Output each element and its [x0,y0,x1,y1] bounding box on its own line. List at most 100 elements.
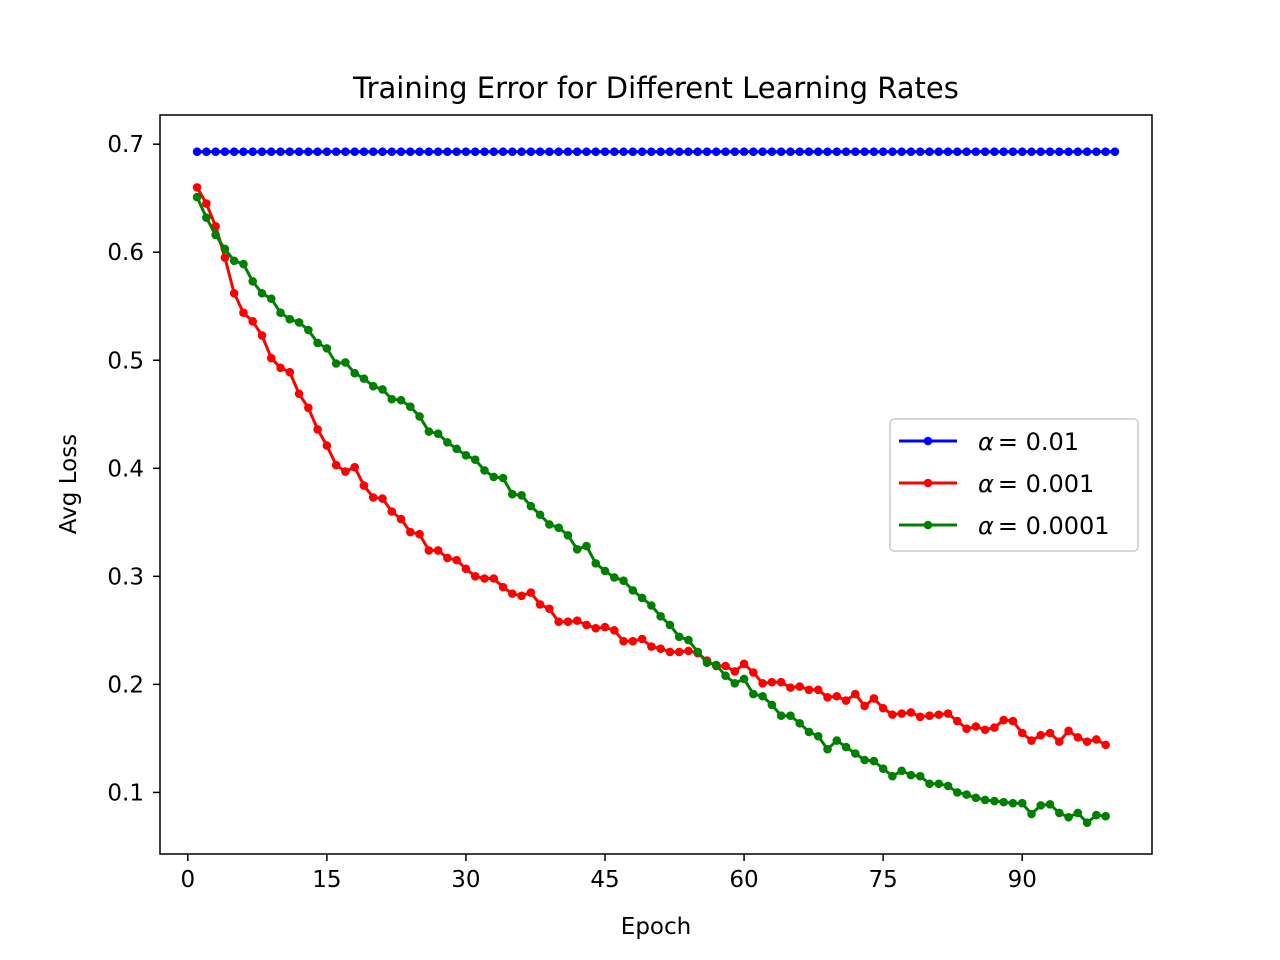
series-0-point-8 [266,147,276,157]
series-0-point-80 [934,147,944,157]
series-2-point-28 [452,444,461,454]
series-2-point-56 [711,660,721,670]
series-2-point-36 [526,501,536,511]
series-0-point-26 [433,147,443,157]
series-1-point-98 [1101,740,1110,750]
series-0-point-83 [962,147,971,157]
series-0-point-65 [795,147,804,157]
x-tick-label-4: 60 [729,867,758,893]
legend-marker-2 [923,520,933,530]
series-2-point-9 [276,308,285,318]
series-0-point-43 [591,147,601,157]
series-1-point-66 [804,685,814,695]
series-1-point-0 [192,183,202,192]
series-1-point-19 [368,493,378,502]
series-0-point-0 [192,147,202,157]
series-2-point-50 [656,612,665,621]
series-2-point-18 [359,374,369,383]
series-2-point-1 [202,213,211,222]
series-0-point-36 [526,147,536,157]
series-2-point-46 [619,576,628,585]
series-0-point-41 [572,147,582,157]
x-tick-label-5: 75 [868,867,897,893]
series-2-point-10 [285,314,295,324]
x-tick-label-3: 45 [590,867,619,893]
series-1-point-51 [665,647,675,657]
series-0-point-25 [424,147,434,157]
series-2-point-95 [1073,808,1083,818]
series-0-point-68 [823,147,832,157]
series-0-point-29 [461,147,471,157]
series-1-point-8 [266,353,276,363]
x-tick-label-2: 30 [451,867,480,893]
series-0-point-92 [1045,147,1055,157]
series-0-point-75 [888,147,897,157]
series-1-point-15 [331,460,341,470]
series-2-point-11 [294,318,304,327]
series-1-point-12 [304,403,313,413]
series-1-point-49 [647,642,656,651]
series-0-point-13 [313,147,322,157]
series-2-point-58 [730,679,740,688]
series-1-point-24 [415,529,424,539]
series-0-point-81 [943,147,953,157]
legend-marker-1 [923,478,933,488]
series-2-point-65 [795,718,804,728]
series-2-point-85 [980,795,990,805]
series-1-point-25 [424,546,434,555]
series-2-point-61 [758,691,767,701]
series-1-point-97 [1092,735,1101,744]
series-1-point-28 [452,555,461,565]
y-tick-label-4: 0.5 [107,348,144,374]
series-2-point-13 [313,338,322,348]
series-1-point-39 [554,617,563,627]
series-1-point-23 [406,527,415,537]
series-1-point-60 [749,668,758,677]
series-1-point-14 [322,441,332,450]
series-1-point-43 [591,623,601,633]
series-0-point-17 [350,147,359,157]
series-2-point-92 [1045,800,1055,809]
series-1-point-89 [1017,728,1027,738]
series-1-point-63 [776,677,786,687]
series-2-point-47 [628,586,638,595]
series-0-point-56 [711,147,721,157]
series-2-point-72 [860,755,869,765]
series-2-point-39 [554,523,563,533]
series-0-point-18 [359,147,369,157]
series-0-point-22 [396,147,406,157]
y-tick-label-3: 0.4 [107,456,144,482]
series-0-point-50 [656,147,665,157]
series-1-point-91 [1036,730,1046,740]
series-2-point-67 [813,731,823,741]
series-0-point-12 [304,147,313,157]
series-2-point-69 [832,736,842,745]
series-2-point-7 [257,288,267,298]
x-tick-label-1: 15 [312,867,341,893]
series-0-point-57 [721,147,730,157]
series-1-point-45 [609,626,619,635]
series-2-point-91 [1036,801,1046,810]
series-2-point-73 [869,756,879,766]
series-1-point-9 [276,363,285,373]
x-axis-title: Epoch [621,914,691,940]
series-2-point-63 [776,711,786,721]
series-0-point-15 [331,147,341,157]
series-0-point-28 [452,147,461,157]
series-2-point-54 [693,647,703,657]
series-1-point-92 [1045,728,1055,738]
series-0-point-45 [609,147,619,157]
series-2-point-21 [387,394,397,404]
series-1-point-17 [350,462,359,472]
series-2-point-16 [341,358,350,367]
series-2-point-31 [480,466,489,475]
series-0-point-46 [619,147,628,157]
series-0-point-35 [517,147,526,157]
series-0-point-4 [229,147,239,157]
series-1-point-29 [461,564,471,574]
series-2-point-12 [304,325,313,335]
series-1-point-22 [396,514,406,524]
series-0-point-53 [684,147,693,157]
